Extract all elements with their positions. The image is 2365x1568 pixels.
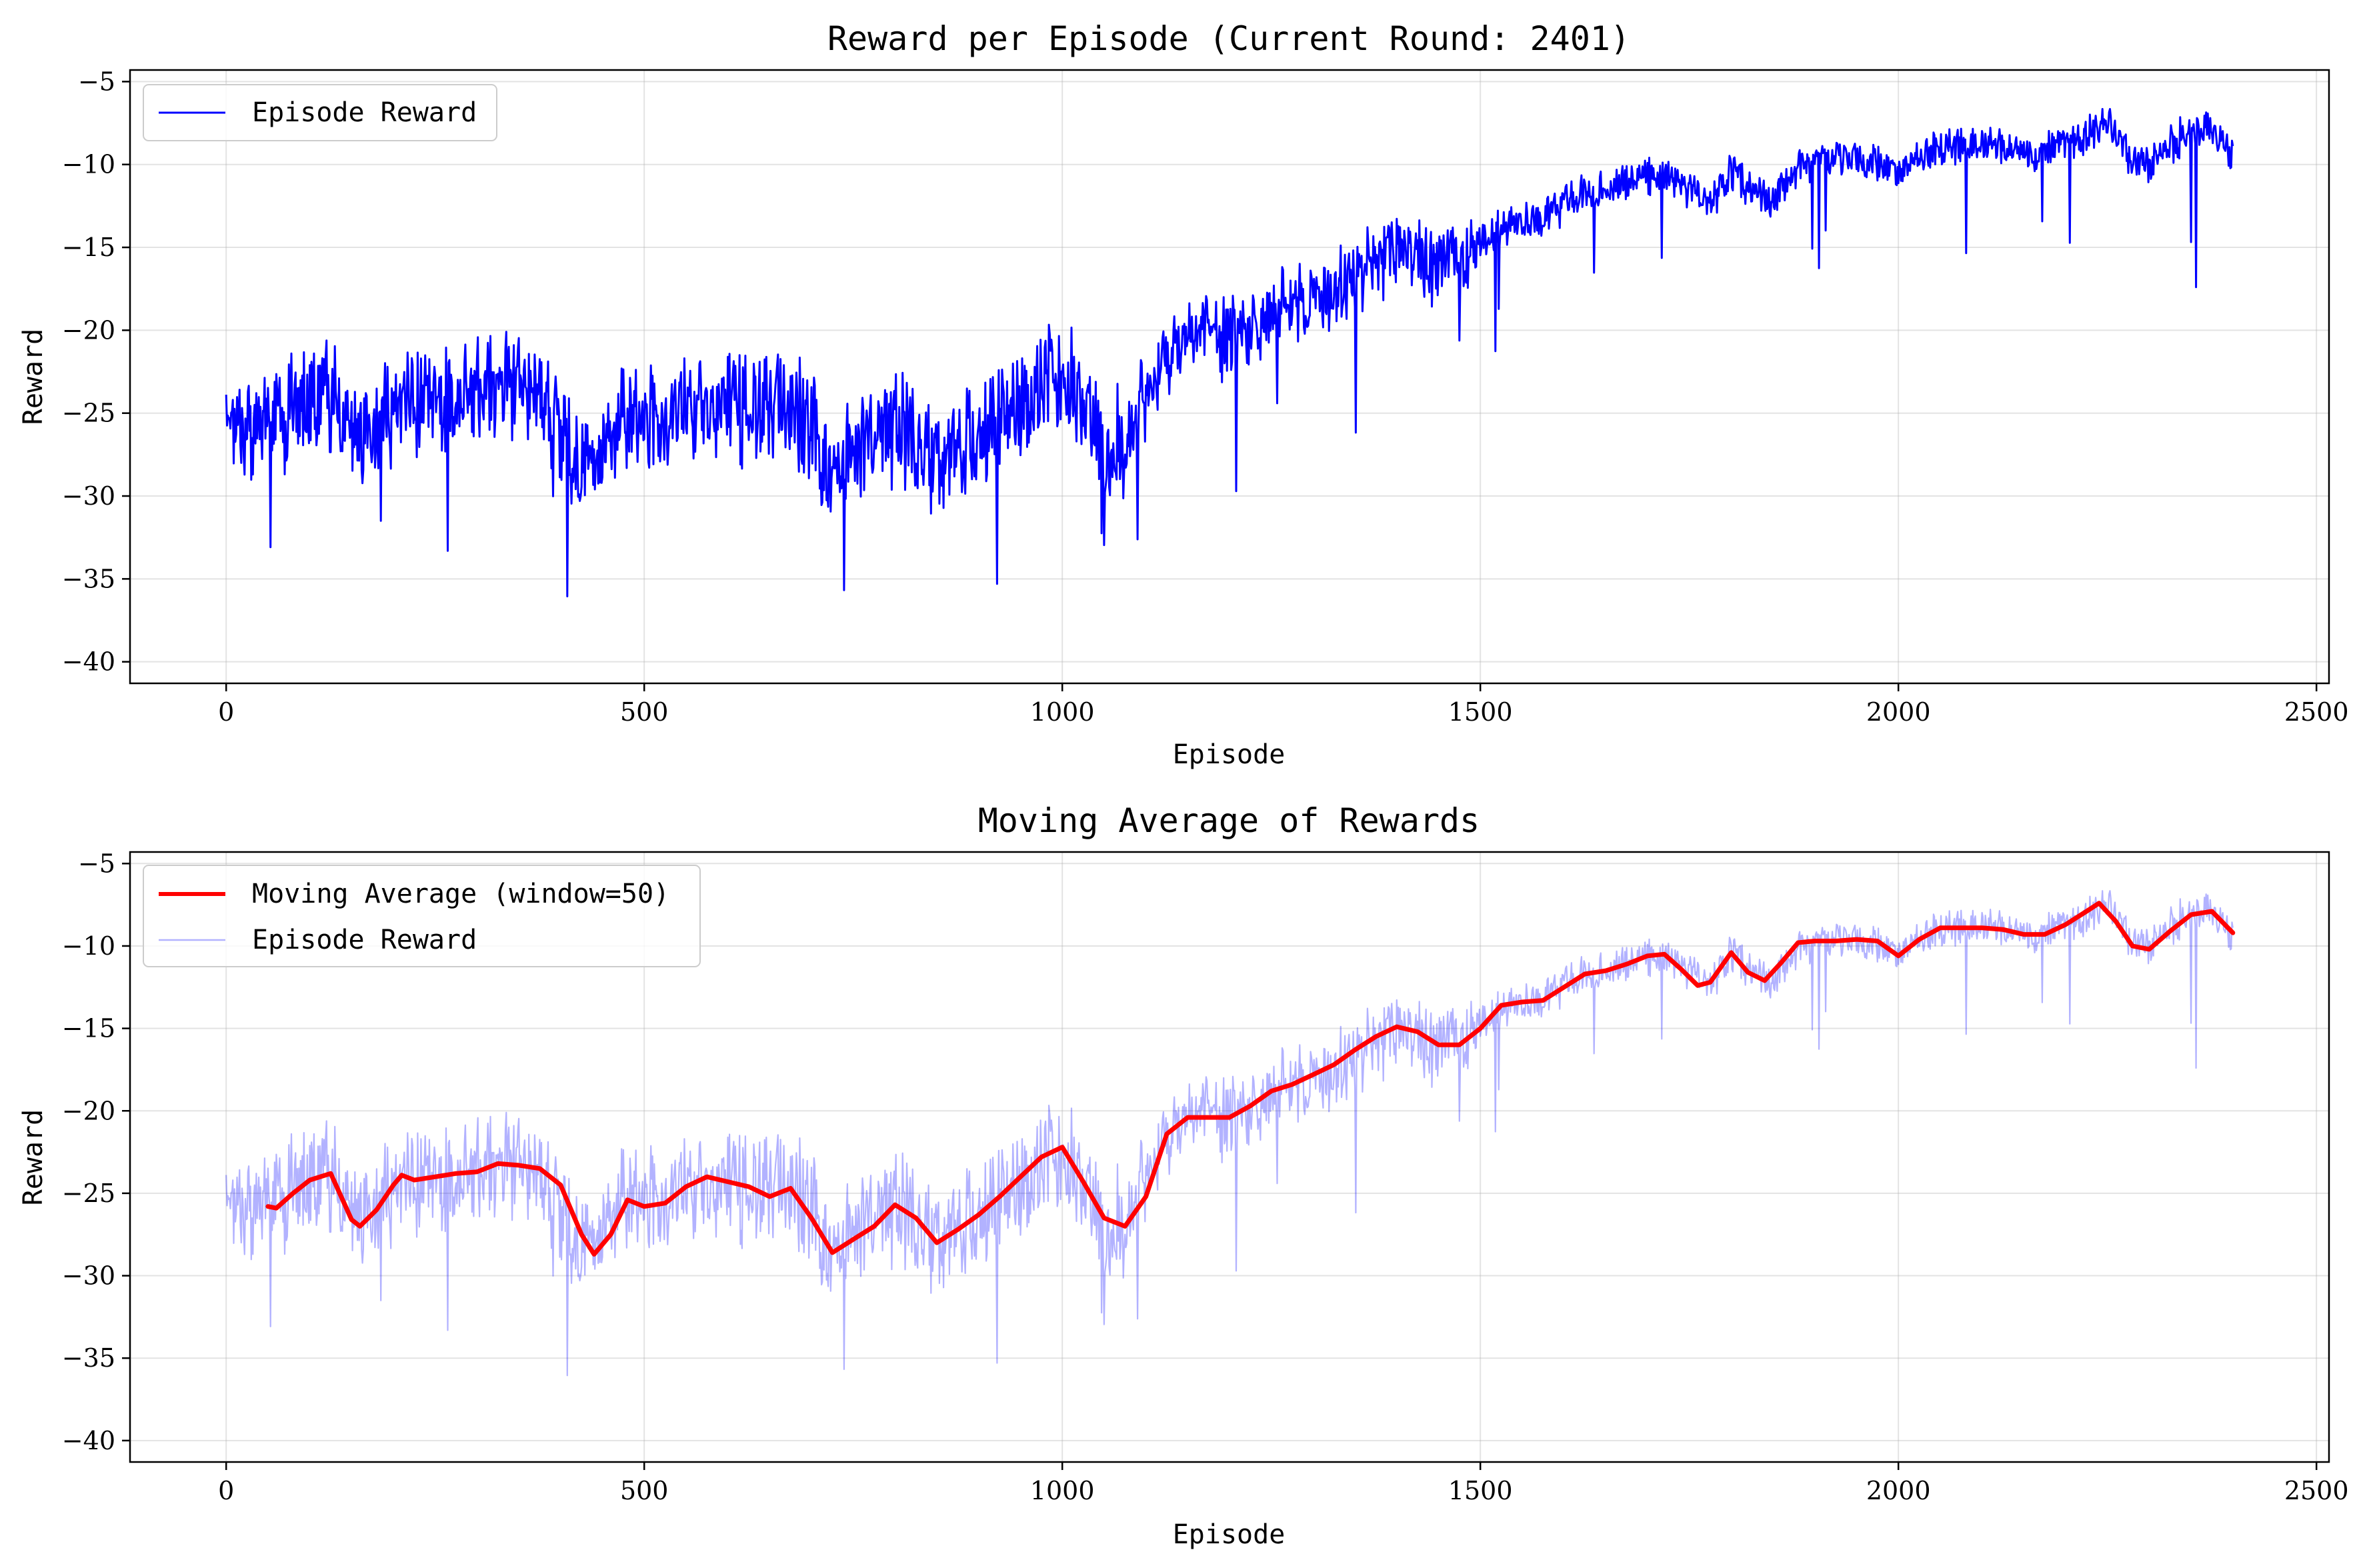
bottom-chart-panel: Moving Average of Rewards 0 500 1000 1500 20… bbox=[18, 801, 2349, 1550]
bottom-x-tick-label: 500 bbox=[620, 1476, 669, 1505]
bottom-chart-legend-box bbox=[143, 865, 701, 967]
top-chart-legend: Episode Reward bbox=[143, 84, 497, 141]
bottom-chart-axes-frame bbox=[129, 851, 2330, 1463]
bottom-chart-title: Moving Average of Rewards bbox=[978, 801, 1480, 840]
bottom-y-tick-label: −10 bbox=[62, 931, 115, 961]
top-chart-legend-box bbox=[143, 84, 497, 141]
top-x-tick-label: 0 bbox=[218, 697, 234, 727]
top-x-tick-label: 1000 bbox=[1030, 697, 1095, 727]
bottom-y-tick-label: −5 bbox=[78, 849, 115, 878]
top-chart-panel: Reward per Episode (Current Round: 2401)… bbox=[18, 19, 2349, 770]
bottom-x-tick-label: 2500 bbox=[2284, 1476, 2349, 1505]
bottom-y-tick-label: −40 bbox=[62, 1426, 115, 1455]
top-y-tick-label: −5 bbox=[78, 67, 115, 96]
bottom-x-tick-label: 2000 bbox=[1866, 1476, 1931, 1505]
top-y-tick-label: −35 bbox=[62, 564, 115, 593]
top-x-tick-label: 2000 bbox=[1866, 697, 1931, 727]
top-x-tick-label: 2500 bbox=[2284, 697, 2349, 727]
bottom-y-tick-label: −30 bbox=[62, 1261, 115, 1291]
top-legend-episode-reward-label: Episode Reward bbox=[252, 97, 477, 128]
top-y-tick-label: −20 bbox=[62, 315, 115, 345]
bottom-y-tick-label: −15 bbox=[62, 1014, 115, 1043]
bottom-chart-episode-reward-series bbox=[225, 890, 2234, 1377]
bottom-y-tick-label: −25 bbox=[62, 1179, 115, 1208]
bottom-y-tick-label: −35 bbox=[62, 1343, 115, 1373]
top-chart-episode-reward-series bbox=[225, 108, 2234, 597]
bottom-chart-moving-average-series bbox=[265, 901, 2236, 1257]
bottom-x-tick-label: 1000 bbox=[1030, 1476, 1095, 1505]
bottom-x-tick-label: 0 bbox=[218, 1476, 234, 1505]
bottom-chart-y-axis-label: Reward bbox=[18, 1109, 49, 1206]
bottom-chart-grid bbox=[130, 852, 2329, 1462]
top-y-tick-label: −15 bbox=[62, 233, 115, 262]
top-episode-reward-line bbox=[225, 108, 2234, 597]
bottom-chart-legend: Moving Average (window=50) Episode Rewar… bbox=[143, 865, 701, 967]
top-y-tick-label: −40 bbox=[62, 647, 115, 677]
top-x-tick-label: 1500 bbox=[1448, 697, 1513, 727]
top-chart-ticks: 0 500 1000 1500 2000 2500 −40 −35 −30 −25 −20 −15 −1… bbox=[62, 67, 2349, 727]
top-chart-title: Reward per Episode (Current Round: 2401) bbox=[827, 19, 1630, 58]
bottom-episode-reward-line bbox=[225, 890, 2234, 1377]
top-chart-axes-frame bbox=[129, 69, 2330, 685]
top-y-tick-label: −25 bbox=[62, 399, 115, 428]
top-chart-x-axis-label: Episode bbox=[1173, 739, 1286, 770]
bottom-moving-average-line bbox=[265, 901, 2236, 1257]
top-y-tick-label: −10 bbox=[62, 150, 115, 179]
top-y-tick-label: −30 bbox=[62, 481, 115, 511]
bottom-legend-episode-reward-label: Episode Reward bbox=[252, 925, 477, 955]
bottom-y-tick-label: −20 bbox=[62, 1096, 115, 1125]
top-x-tick-label: 500 bbox=[620, 697, 669, 727]
bottom-chart-ticks: 0 500 1000 1500 2000 2500 −40 −35 −30 −25 −20 −15 −1… bbox=[62, 849, 2349, 1505]
top-chart-y-axis-label: Reward bbox=[18, 329, 49, 425]
bottom-chart-x-axis-label: Episode bbox=[1173, 1519, 1286, 1550]
bottom-x-tick-label: 1500 bbox=[1448, 1476, 1513, 1505]
bottom-legend-moving-average-label: Moving Average (window=50) bbox=[252, 879, 669, 909]
